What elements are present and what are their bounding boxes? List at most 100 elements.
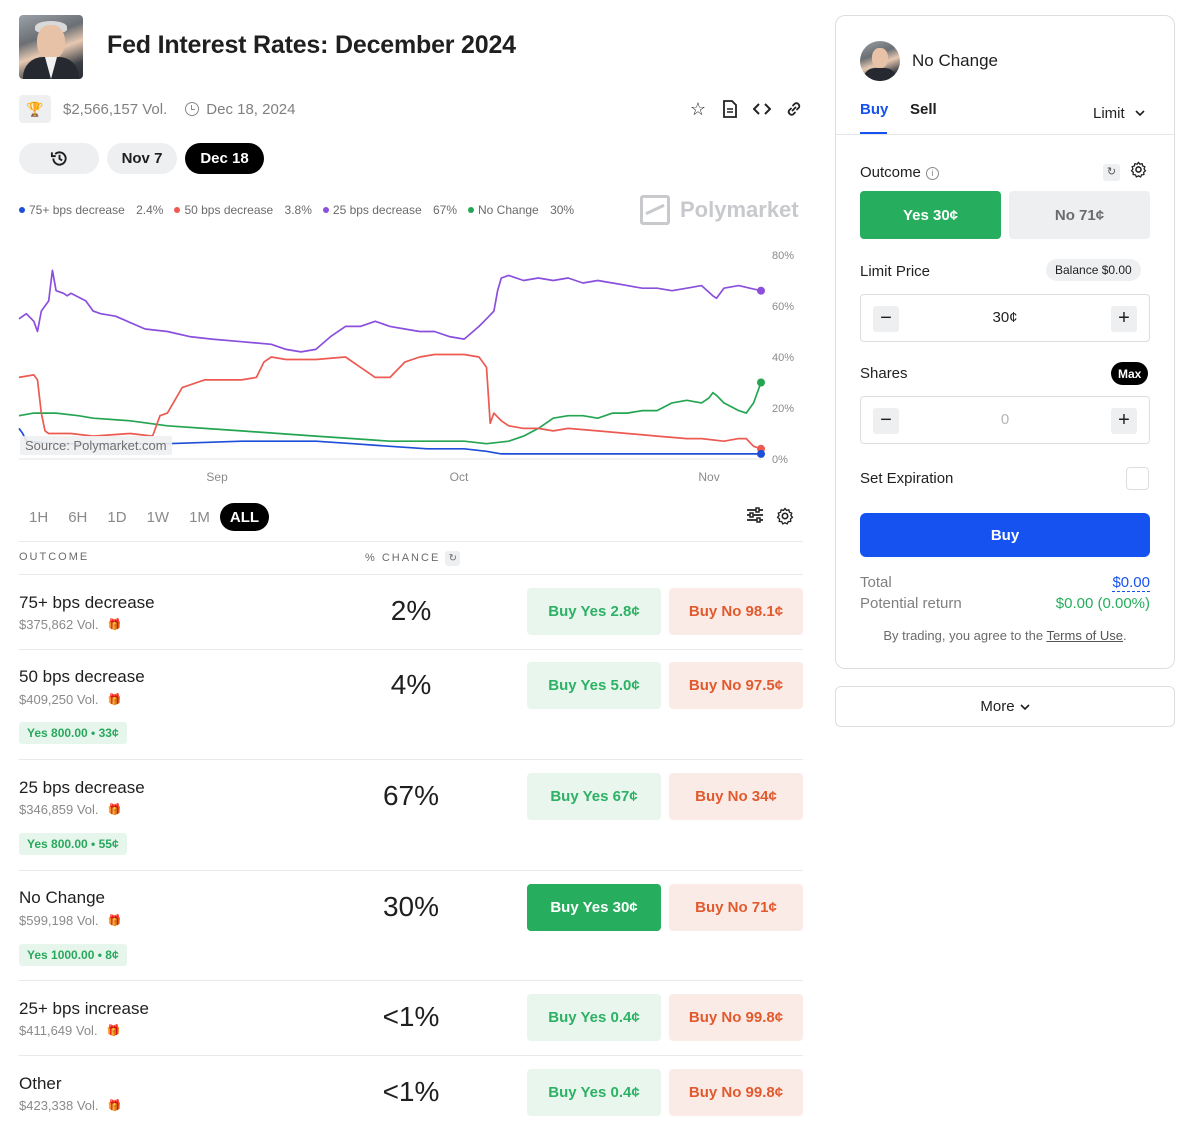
series-line-no-change[interactable] [18, 382, 762, 445]
increase-price-button[interactable]: + [1111, 306, 1137, 332]
market-meta: 🏆 $2,566,157 Vol. Dec 18, 2024 [19, 95, 296, 123]
market-actions: ☆ [686, 97, 806, 121]
outcome-volume: $375,862 Vol. 🎁 [19, 617, 122, 632]
buy-yes-button[interactable]: Buy Yes 5.0¢ [527, 662, 661, 709]
buy-yes-button[interactable]: Buy Yes 0.4¢ [527, 994, 661, 1041]
decrease-shares-button[interactable]: − [873, 408, 899, 434]
price-chart[interactable]: 80% 60% 40% 20% 0% Sep Oct Nov [0, 240, 810, 490]
outcome-row[interactable]: 25 bps decrease $346,859 Vol. 🎁 Yes 800.0… [19, 760, 803, 870]
panel-title: No Change [912, 51, 999, 70]
buy-yes-button[interactable]: Buy Yes 67¢ [527, 773, 661, 820]
legend-item: 75+ bps decrease 2.4% [19, 203, 163, 217]
range-1m[interactable]: 1M [189, 508, 210, 526]
tab-sell[interactable]: Sell [910, 101, 937, 118]
gift-icon[interactable]: 🎁 [107, 1100, 122, 1112]
range-1w[interactable]: 1W [146, 508, 170, 526]
limit-price-stepper[interactable]: − 30¢ + [860, 294, 1150, 342]
code-icon[interactable] [750, 97, 774, 121]
expiration-checkbox[interactable] [1126, 467, 1149, 490]
date-pill-nov-7[interactable]: Nov 7 [107, 143, 177, 174]
outcome-label: Outcome i [860, 164, 939, 181]
outcome-volume: $411,649 Vol. 🎁 [19, 1023, 121, 1038]
buy-no-button[interactable]: Buy No 99.8¢ [669, 1069, 803, 1116]
order-type-select[interactable]: Limit [1093, 103, 1145, 122]
buy-yes-button[interactable]: Buy Yes 2.8¢ [527, 588, 661, 635]
max-shares-button[interactable]: Max [1111, 362, 1149, 385]
gear-icon[interactable] [1130, 161, 1147, 183]
buy-no-button[interactable]: Buy No 97.5¢ [669, 662, 803, 709]
outcome-row[interactable]: 25+ bps increase $411,649 Vol. 🎁 <1% Buy … [19, 981, 803, 1055]
trophy-icon[interactable]: 🏆 [19, 95, 51, 123]
refresh-icon[interactable]: ↻ [445, 551, 461, 566]
y-tick-label: 60% [772, 301, 794, 313]
document-icon[interactable] [718, 97, 742, 121]
outcome-row[interactable]: Other $423,338 Vol. 🎁 <1% Buy Yes 0.4¢ Bu… [19, 1056, 803, 1124]
limit-price-value[interactable]: 30¢ [992, 309, 1018, 326]
buy-no-button[interactable]: Buy No 34¢ [669, 773, 803, 820]
decrease-price-button[interactable]: − [873, 306, 899, 332]
divider [19, 980, 803, 981]
column-outcome: OUTCOME [19, 551, 90, 563]
tab-buy[interactable]: Buy [860, 101, 889, 118]
range-1d[interactable]: 1D [107, 508, 127, 526]
range-1h[interactable]: 1H [29, 508, 49, 526]
gear-icon[interactable] [776, 507, 794, 530]
date-pill-dec-18[interactable]: Dec 18 [185, 143, 264, 174]
buy-yes-button[interactable]: Buy Yes 30¢ [527, 884, 661, 931]
increase-shares-button[interactable]: + [1111, 408, 1137, 434]
link-icon[interactable] [782, 97, 806, 121]
gift-icon[interactable]: 🎁 [107, 694, 122, 706]
series-line-50-bps-decrease[interactable] [18, 353, 762, 450]
refresh-icon[interactable]: ↻ [1103, 163, 1120, 181]
gift-icon[interactable]: 🎁 [107, 619, 122, 631]
gift-icon[interactable]: 🎁 [107, 804, 122, 816]
outcome-yes-button[interactable]: Yes 30¢ [860, 191, 1001, 239]
history-button[interactable] [19, 143, 99, 174]
return-label: Potential return [860, 595, 962, 612]
shares-input[interactable]: 0 [1000, 411, 1010, 428]
outcome-row[interactable]: 75+ bps decrease $375,862 Vol. 🎁 2% Buy Y… [19, 575, 803, 649]
outcome-chance: 30% [382, 891, 440, 922]
chart-source: Source: Polymarket.com [20, 436, 172, 455]
buy-no-button[interactable]: Buy No 99.8¢ [669, 994, 803, 1041]
info-icon[interactable]: i [925, 167, 939, 180]
shares-stepper[interactable]: − 0 + [860, 396, 1150, 444]
y-tick-label: 0% [772, 454, 788, 466]
chart-tools [746, 507, 794, 530]
trade-panel: No Change Buy Sell Limit Outcome i ↻ Yes … [835, 15, 1175, 669]
gift-icon[interactable]: 🎁 [107, 915, 122, 927]
series-endpoint [757, 449, 765, 458]
x-tick-label: Nov [698, 470, 719, 484]
outcome-name: 25+ bps increase [19, 999, 149, 1018]
shares-label: Shares [860, 365, 908, 382]
buy-button[interactable]: Buy [860, 513, 1150, 557]
terms-text: By trading, you agree to the Terms of Us… [883, 628, 1127, 643]
outcome-row[interactable]: No Change $599,198 Vol. 🎁 Yes 1000.00 • 8… [19, 871, 803, 980]
outcome-no-button[interactable]: No 71¢ [1009, 191, 1150, 239]
market-image [19, 15, 83, 79]
gift-icon[interactable]: 🎁 [106, 1025, 121, 1037]
divider [19, 759, 803, 760]
outcome-name: Other [19, 1074, 62, 1093]
total-value[interactable]: $0.00 [1112, 574, 1150, 592]
total-label: Total [860, 574, 892, 591]
y-tick-label: 40% [772, 352, 794, 364]
buy-yes-button[interactable]: Buy Yes 0.4¢ [527, 1069, 661, 1116]
outcome-row[interactable]: 50 bps decrease $409,250 Vol. 🎁 Yes 800.0… [19, 650, 803, 759]
range-all[interactable]: ALL [219, 503, 270, 531]
range-6h[interactable]: 6H [68, 508, 88, 526]
date-pills: Nov 7 Dec 18 [19, 143, 264, 174]
divider [19, 1055, 803, 1056]
divider [19, 541, 803, 542]
buy-no-button[interactable]: Buy No 71¢ [669, 884, 803, 931]
series-line-25-bps-decrease[interactable] [18, 269, 762, 353]
divider [836, 134, 1174, 135]
outcome-name: 75+ bps decrease [19, 593, 155, 612]
star-icon[interactable]: ☆ [689, 98, 707, 119]
more-button[interactable]: More [835, 686, 1175, 727]
sliders-icon[interactable] [746, 507, 764, 530]
terms-link[interactable]: Terms of Use [1046, 628, 1124, 643]
y-tick-label: 80% [772, 250, 794, 262]
buy-no-button[interactable]: Buy No 98.1¢ [669, 588, 803, 635]
chart-legend: 75+ bps decrease 2.4% 50 bps decrease 3.… [19, 203, 574, 217]
